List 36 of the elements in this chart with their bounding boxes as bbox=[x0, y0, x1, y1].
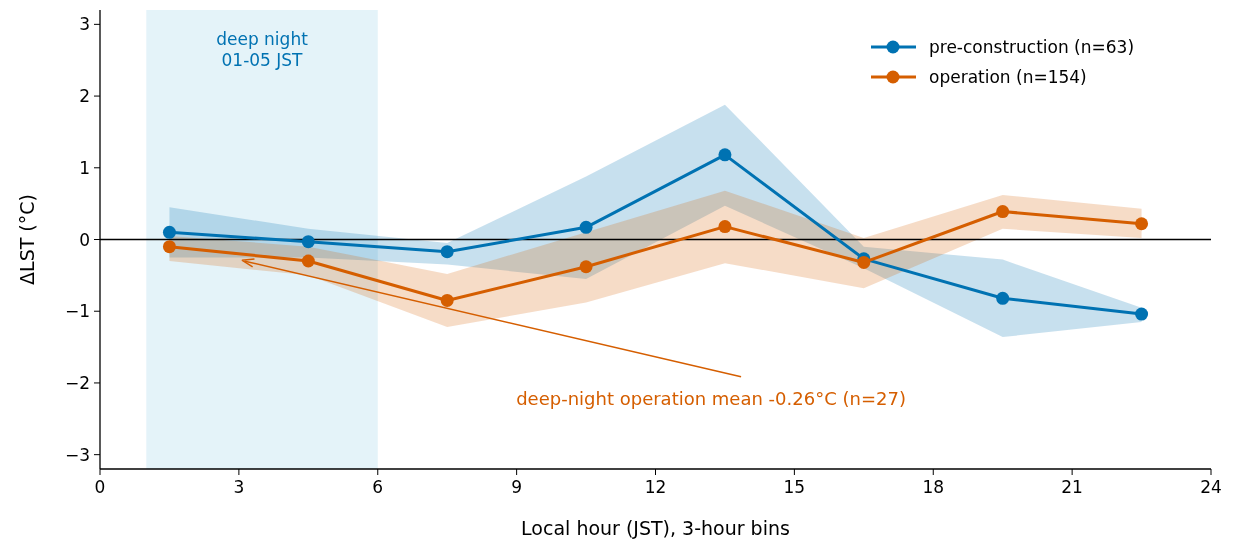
x-tick-label: 9 bbox=[511, 477, 523, 497]
x-tick-label: 21 bbox=[1061, 477, 1083, 497]
point bbox=[440, 245, 454, 259]
point bbox=[718, 220, 732, 234]
x-tick-label: 0 bbox=[94, 477, 106, 497]
x-axis-title: Local hour (JST), 3-hour bins bbox=[521, 517, 790, 539]
legend-label: pre-construction (n=63) bbox=[929, 37, 1135, 57]
y-axis-title: ΔLST (°C) bbox=[16, 194, 38, 285]
point bbox=[440, 293, 454, 307]
x-tick-label: 18 bbox=[922, 477, 945, 497]
x-tick-label: 12 bbox=[644, 477, 667, 497]
point bbox=[162, 225, 176, 239]
point bbox=[996, 291, 1010, 305]
point bbox=[996, 205, 1010, 219]
point bbox=[301, 254, 315, 268]
point bbox=[579, 260, 593, 274]
y-tick-label: 1 bbox=[79, 157, 90, 178]
y-tick-label: 2 bbox=[79, 86, 90, 107]
point bbox=[301, 235, 315, 249]
y-tick-label: 3 bbox=[79, 14, 90, 35]
y-tick-label: −3 bbox=[64, 444, 90, 465]
x-tick-label: 15 bbox=[783, 477, 806, 497]
y-tick-label: −2 bbox=[64, 372, 90, 393]
y-tick-label: 0 bbox=[79, 229, 90, 250]
x-tick-label: 3 bbox=[233, 477, 245, 497]
band-label: deep night 01-05 JST bbox=[216, 29, 309, 70]
point bbox=[579, 220, 593, 234]
x-tick-label: 6 bbox=[372, 477, 384, 497]
x-tick-label: 24 bbox=[1200, 477, 1222, 497]
point bbox=[162, 240, 176, 254]
point bbox=[718, 148, 732, 162]
y-tick-label: −1 bbox=[64, 301, 90, 322]
annotation: deep-night operation mean -0.26°C (n=27) bbox=[516, 387, 906, 409]
point bbox=[1135, 307, 1149, 321]
point bbox=[1135, 217, 1149, 231]
legend-label: operation (n=154) bbox=[929, 67, 1087, 87]
